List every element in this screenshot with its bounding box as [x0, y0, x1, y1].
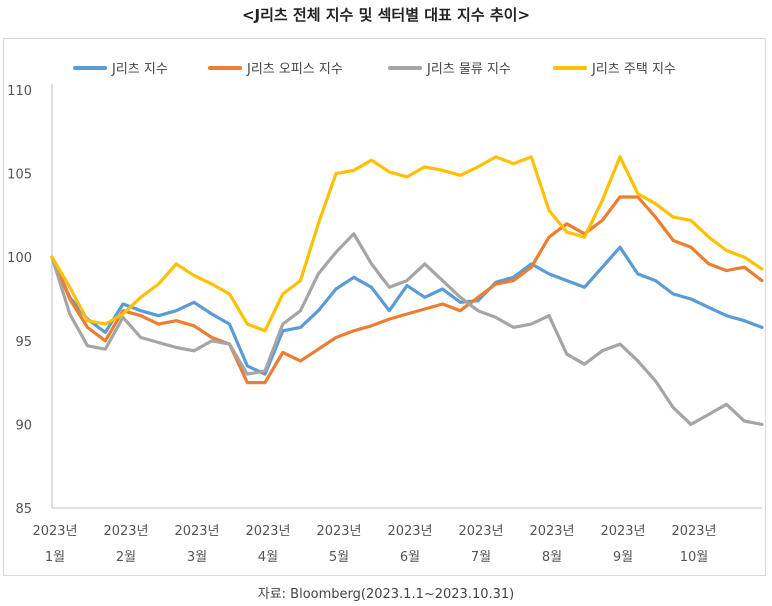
chart-frame [3, 38, 766, 576]
x-tick-month: 2월 [116, 550, 136, 565]
x-tick-year: 2023년 [174, 524, 219, 539]
x-tick-year: 2023년 [529, 524, 574, 539]
series-line-3 [50, 232, 764, 426]
legend-label: J리츠 오피스 지수 [246, 62, 343, 77]
x-tick-year: 2023년 [245, 524, 290, 539]
x-tick-year: 2023년 [458, 524, 503, 539]
x-tick-year: 2023년 [671, 524, 716, 539]
x-tick-year: 2023년 [316, 524, 361, 539]
x-tick-month: 7월 [471, 550, 491, 565]
legend-label: J리츠 지수 [111, 62, 168, 77]
y-tick-label: 85 [15, 502, 32, 517]
x-tick-month: 1월 [45, 550, 65, 565]
x-tick-year: 2023년 [387, 524, 432, 539]
y-tick-label: 90 [15, 418, 32, 433]
y-tick-label: 105 [7, 168, 32, 183]
series-line-4 [50, 155, 764, 333]
x-tick-month: 3월 [187, 550, 207, 565]
y-tick-label: 100 [7, 251, 32, 266]
x-tick-year: 2023년 [600, 524, 645, 539]
x-tick-month: 8월 [542, 550, 562, 565]
x-tick-month: 6월 [400, 550, 420, 565]
legend-label: J리츠 주택 지수 [591, 62, 676, 77]
x-tick-year: 2023년 [103, 524, 148, 539]
x-tick-month: 5월 [329, 550, 349, 565]
chart-title: <J리츠 전체 지수 및 섹터별 대표 지수 추이> [241, 6, 531, 24]
legend-label: J리츠 물류 지수 [426, 62, 511, 77]
source-note: 자료: Bloomberg(2023.1.1~2023.10.31) [257, 587, 515, 602]
x-tick-month: 4월 [258, 550, 278, 565]
x-tick-month: 10월 [680, 550, 709, 565]
series-line-2 [50, 195, 764, 385]
x-tick-year: 2023년 [32, 524, 77, 539]
x-tick-month: 9월 [613, 550, 633, 565]
series-line-1 [50, 245, 764, 376]
y-tick-label: 95 [15, 335, 32, 350]
y-tick-label: 110 [7, 84, 32, 99]
